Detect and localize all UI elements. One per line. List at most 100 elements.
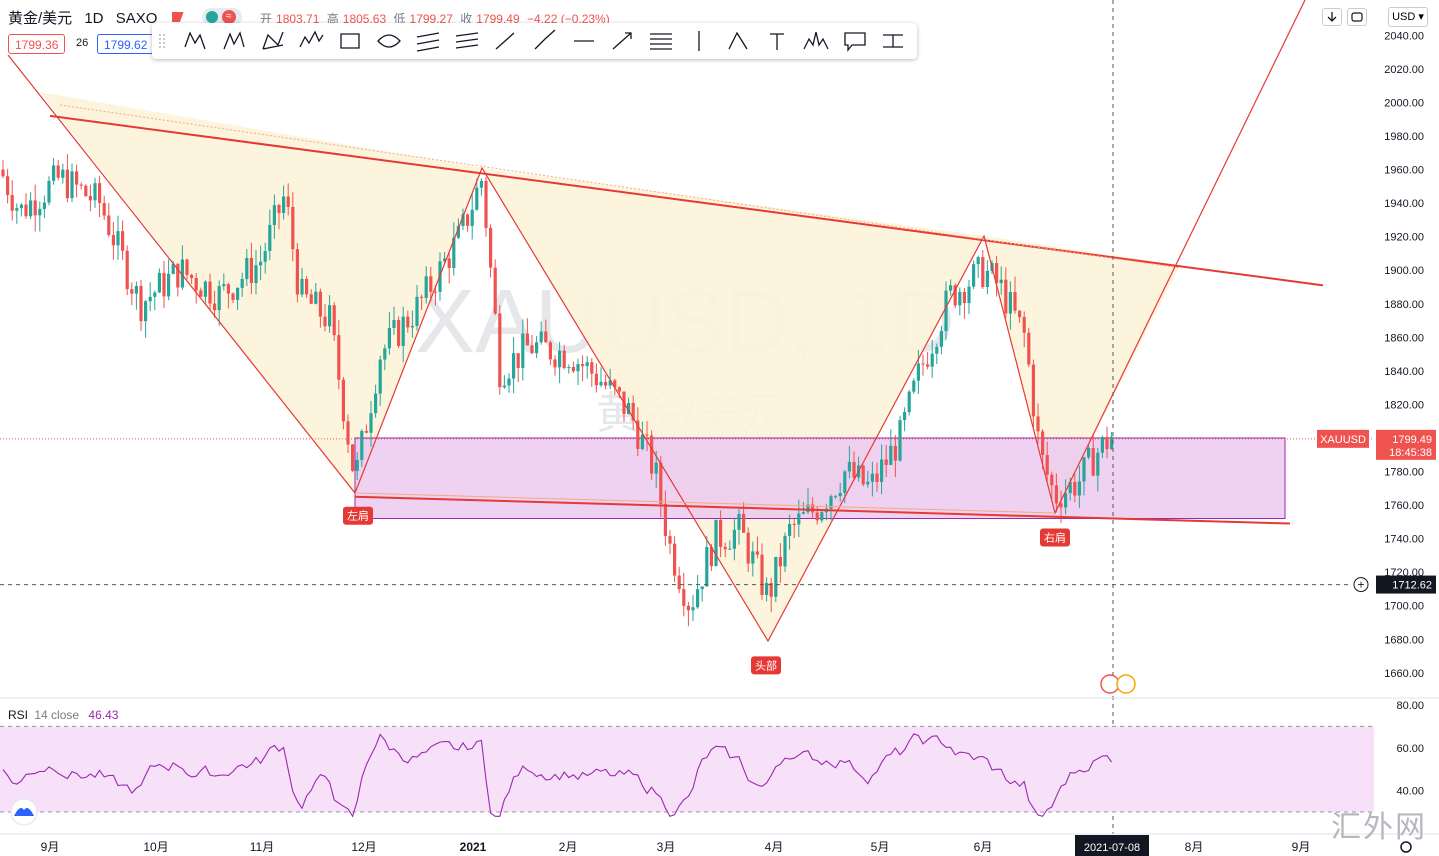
candle[interactable] bbox=[1082, 456, 1086, 496]
candle[interactable] bbox=[737, 508, 741, 545]
candle[interactable] bbox=[1054, 473, 1058, 513]
candle[interactable] bbox=[585, 356, 589, 379]
candle[interactable] bbox=[272, 194, 276, 239]
candle[interactable] bbox=[180, 245, 184, 290]
candle[interactable] bbox=[295, 242, 299, 303]
candle[interactable] bbox=[981, 250, 985, 289]
candle[interactable] bbox=[935, 343, 939, 365]
candle[interactable] bbox=[967, 279, 971, 315]
neckline[interactable] bbox=[354, 495, 1291, 525]
candle[interactable] bbox=[153, 290, 157, 311]
candle[interactable] bbox=[282, 185, 286, 220]
candle[interactable] bbox=[305, 276, 309, 298]
ask-price-button[interactable]: 1799.62 bbox=[97, 34, 155, 54]
crosshair-price-badge[interactable]: +1712.62 bbox=[1353, 575, 1436, 594]
candle[interactable] bbox=[645, 421, 649, 452]
candle[interactable] bbox=[548, 340, 552, 365]
candle[interactable] bbox=[19, 203, 23, 217]
candle[interactable] bbox=[259, 245, 263, 281]
candle[interactable] bbox=[553, 355, 557, 376]
candle[interactable] bbox=[10, 180, 14, 221]
candle[interactable] bbox=[194, 272, 198, 304]
xabcd-pattern-tool[interactable] bbox=[180, 27, 210, 55]
candle[interactable] bbox=[231, 292, 235, 304]
candle[interactable] bbox=[443, 252, 447, 263]
candle[interactable] bbox=[530, 334, 534, 355]
candle[interactable] bbox=[838, 483, 842, 502]
candle[interactable] bbox=[1027, 327, 1031, 368]
candle[interactable] bbox=[834, 494, 838, 499]
candle[interactable] bbox=[512, 337, 516, 394]
abcd-pattern-tool[interactable] bbox=[258, 27, 288, 55]
indicator-toggle[interactable]: ≈ bbox=[201, 8, 242, 26]
candle[interactable] bbox=[884, 444, 888, 478]
candle[interactable] bbox=[636, 407, 640, 457]
candle[interactable] bbox=[567, 364, 571, 374]
candle[interactable] bbox=[705, 536, 709, 587]
candle[interactable] bbox=[663, 490, 667, 546]
reset-chart-button[interactable] bbox=[1347, 8, 1367, 26]
candle[interactable] bbox=[1077, 465, 1081, 508]
candle[interactable] bbox=[185, 258, 189, 280]
arrow-tool[interactable] bbox=[607, 27, 637, 55]
candle[interactable] bbox=[880, 444, 884, 495]
candle[interactable] bbox=[346, 414, 350, 454]
candle[interactable] bbox=[535, 336, 539, 359]
candle[interactable] bbox=[424, 266, 428, 304]
candle[interactable] bbox=[544, 319, 548, 343]
candle[interactable] bbox=[1096, 447, 1100, 492]
candle[interactable] bbox=[594, 363, 598, 393]
candle[interactable] bbox=[341, 376, 345, 430]
candle[interactable] bbox=[760, 543, 764, 600]
candle[interactable] bbox=[755, 536, 759, 559]
candle[interactable] bbox=[337, 320, 341, 390]
candle[interactable] bbox=[714, 519, 718, 567]
candle[interactable] bbox=[916, 349, 920, 395]
candle[interactable] bbox=[926, 352, 930, 370]
candle[interactable] bbox=[1018, 310, 1022, 323]
candle[interactable] bbox=[903, 407, 907, 432]
candle[interactable] bbox=[985, 260, 989, 295]
candle[interactable] bbox=[447, 252, 451, 284]
candle[interactable] bbox=[861, 464, 865, 487]
regression-trend-tool[interactable] bbox=[452, 27, 482, 55]
candle[interactable] bbox=[686, 601, 690, 627]
candle[interactable] bbox=[507, 373, 511, 393]
candle[interactable] bbox=[314, 283, 318, 305]
ellipse-tool[interactable] bbox=[374, 27, 404, 55]
elliott-wave-tool[interactable] bbox=[296, 27, 326, 55]
candle[interactable] bbox=[677, 566, 681, 594]
candle[interactable] bbox=[751, 541, 755, 577]
rsi-line[interactable] bbox=[2, 733, 1113, 818]
candle[interactable] bbox=[921, 354, 925, 376]
candle[interactable] bbox=[420, 294, 424, 310]
candle[interactable] bbox=[125, 245, 129, 296]
currency-select[interactable]: USD ▾ bbox=[1388, 7, 1428, 27]
candle[interactable] bbox=[723, 542, 727, 558]
trend-line-tool[interactable] bbox=[490, 27, 520, 55]
candle[interactable] bbox=[562, 344, 566, 370]
candle[interactable] bbox=[47, 176, 51, 206]
candle[interactable] bbox=[364, 424, 368, 434]
candle[interactable] bbox=[254, 250, 258, 295]
candle[interactable] bbox=[1091, 434, 1095, 477]
candle[interactable] bbox=[944, 281, 948, 340]
candle[interactable] bbox=[489, 224, 493, 278]
candle[interactable] bbox=[640, 421, 644, 451]
candle[interactable] bbox=[461, 208, 465, 231]
candle[interactable] bbox=[268, 209, 272, 261]
candle[interactable] bbox=[1073, 473, 1077, 503]
candle[interactable] bbox=[949, 279, 953, 296]
candle[interactable] bbox=[452, 222, 456, 276]
candle[interactable] bbox=[774, 556, 778, 603]
candle[interactable] bbox=[88, 184, 92, 212]
candle[interactable] bbox=[93, 177, 97, 208]
support-zone[interactable] bbox=[354, 437, 1286, 520]
parallel-channel-tool[interactable] bbox=[413, 27, 443, 55]
candle[interactable] bbox=[203, 280, 207, 304]
pattern-label[interactable]: 头部 bbox=[751, 656, 781, 675]
pattern-label[interactable]: 左肩 bbox=[343, 506, 373, 525]
candle[interactable] bbox=[157, 268, 161, 293]
candle[interactable] bbox=[406, 310, 410, 333]
